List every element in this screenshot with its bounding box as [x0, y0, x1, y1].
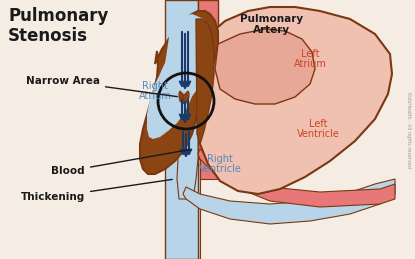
Polygon shape	[147, 17, 208, 139]
Polygon shape	[165, 0, 198, 259]
Polygon shape	[183, 179, 395, 224]
Text: Right
Atrium: Right Atrium	[139, 81, 171, 102]
Text: Thickening: Thickening	[21, 179, 172, 202]
Polygon shape	[179, 91, 185, 104]
Text: Pulmonary
Artery: Pulmonary Artery	[240, 14, 303, 35]
Polygon shape	[198, 149, 395, 207]
Text: Narrow Area: Narrow Area	[26, 76, 177, 97]
Polygon shape	[177, 94, 198, 199]
Text: Right
Ventricle: Right Ventricle	[198, 154, 242, 174]
Polygon shape	[198, 7, 392, 194]
Text: KidsHealth · All rights reserved: KidsHealth · All rights reserved	[405, 92, 410, 168]
Polygon shape	[140, 11, 218, 174]
Polygon shape	[183, 91, 189, 104]
Text: Blood: Blood	[51, 149, 190, 176]
Polygon shape	[168, 0, 200, 259]
Text: Left
Ventricle: Left Ventricle	[297, 119, 339, 139]
Polygon shape	[196, 19, 214, 144]
Polygon shape	[200, 0, 218, 179]
Text: Pulmonary
Stenosis: Pulmonary Stenosis	[8, 7, 108, 45]
Text: Left
Atrium: Left Atrium	[293, 49, 327, 69]
Polygon shape	[198, 0, 218, 159]
Polygon shape	[162, 14, 210, 106]
Polygon shape	[215, 29, 315, 104]
